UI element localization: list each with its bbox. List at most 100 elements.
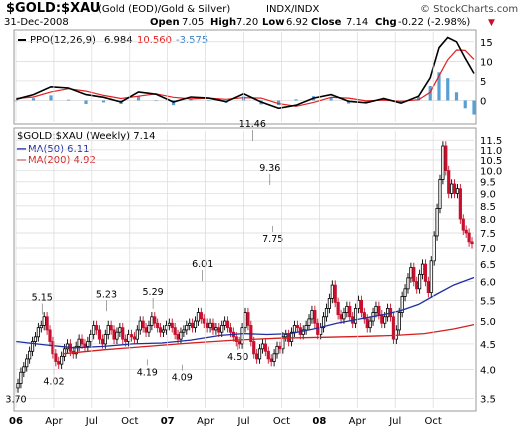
candle-body — [316, 322, 320, 335]
candle-body — [208, 322, 212, 329]
candle-body — [342, 312, 346, 320]
close-value: 7.14 — [346, 17, 368, 28]
candle-body — [435, 208, 439, 237]
annotation-label: 5.23 — [96, 289, 117, 300]
chg-label: Chg — [375, 17, 397, 28]
candle-body — [121, 327, 125, 340]
candle-body — [86, 341, 90, 347]
candle-body — [92, 325, 96, 335]
open-value: 7.05 — [182, 17, 204, 28]
candle-body — [310, 310, 314, 320]
candle-body — [377, 305, 381, 316]
price-tick-label: 7.0 — [480, 244, 496, 255]
candle-body — [386, 308, 390, 318]
candle-body — [368, 320, 372, 329]
ppo-histogram-bar — [136, 96, 141, 101]
candle-body — [455, 188, 460, 194]
candle-body — [132, 336, 137, 340]
x-tick-label: Oct — [425, 416, 442, 427]
candle-body — [380, 314, 384, 324]
candle-body — [147, 325, 151, 333]
description: (Gold (EOD)/Gold & Silver) — [98, 4, 230, 15]
candle-body — [124, 338, 128, 342]
candle-body — [112, 329, 116, 340]
ppo-histogram-bar — [84, 100, 88, 104]
candle-body — [237, 341, 241, 345]
candle-body — [272, 353, 276, 362]
candle-body — [193, 320, 198, 329]
candle-body — [348, 305, 352, 318]
candle-body — [191, 322, 195, 329]
price-tick-label: 11.0 — [480, 146, 502, 157]
price-tick-label: 9.5 — [480, 178, 496, 189]
candle-body — [97, 329, 102, 340]
candle-body — [257, 348, 262, 360]
candle-body — [429, 260, 433, 294]
candle-body — [199, 312, 203, 320]
candle-body — [260, 343, 265, 350]
candle-body — [39, 325, 43, 329]
x-tick-label: Jul — [237, 416, 250, 427]
ppo-tick-label: 15 — [480, 38, 493, 49]
ppo-histogram-bar — [472, 100, 476, 115]
candle-body — [115, 331, 119, 340]
x-tick-label: Apr — [349, 416, 367, 427]
chg-value: -0.22 (-2.98%) — [398, 17, 470, 28]
price-tick-label: 8.5 — [480, 202, 496, 213]
ppo-histogram-bar — [206, 100, 211, 102]
price-tick-label: 4.0 — [480, 366, 496, 377]
candle-body — [420, 263, 425, 275]
candle-body — [150, 316, 154, 326]
price-tick-label: 7.5 — [480, 229, 496, 240]
candle-body — [179, 331, 183, 340]
candle-body — [255, 353, 259, 360]
high-value: 7.20 — [236, 17, 258, 28]
candle-body — [362, 312, 366, 320]
symbol: $GOLD:$XAU — [6, 1, 100, 16]
candle-body — [54, 353, 58, 362]
ppo-histogram-bar — [171, 100, 176, 106]
candle-body — [458, 188, 462, 220]
ppo-histogram-bar — [49, 95, 53, 101]
candle-body — [205, 322, 209, 329]
candle-body — [211, 322, 215, 331]
candle-body — [228, 327, 233, 333]
price-tick-label: 8.0 — [480, 215, 496, 226]
candle-body — [80, 338, 84, 345]
candle-body — [409, 267, 413, 279]
ppo-tick-label: 5 — [480, 77, 486, 88]
ppo-histogram-bar — [66, 99, 71, 101]
annotation-label: 4.09 — [172, 373, 193, 384]
close-label: Close — [311, 17, 342, 28]
chg-down-icon: ▼ — [488, 18, 495, 28]
candle-body — [234, 336, 238, 342]
price-tick-label: 5.5 — [480, 296, 496, 307]
candle-body — [176, 334, 180, 340]
candle-body — [220, 325, 224, 333]
ppo-legend-value: 6.984 — [104, 35, 133, 46]
watermark: © StockCharts.com — [420, 4, 518, 15]
candle-body — [196, 312, 201, 322]
x-tick-label: Apr — [197, 416, 215, 427]
annotation-label: 7.75 — [262, 234, 283, 245]
candle-body — [25, 358, 29, 368]
ppo-histogram-bar — [154, 100, 158, 102]
price-panel-frame — [13, 127, 477, 412]
candle-body — [156, 322, 160, 329]
candle-body — [57, 361, 61, 365]
candle-body — [333, 284, 337, 303]
candle-body — [182, 329, 186, 333]
annotation-label: 11.46 — [239, 119, 266, 130]
candle-body — [415, 281, 419, 290]
candle-body — [365, 318, 369, 329]
candle-body — [319, 327, 323, 335]
candle-body — [423, 263, 428, 282]
ma50-line — [15, 276, 475, 349]
x-tick-label: 06 — [9, 416, 23, 427]
ppo-histogram-bar — [276, 100, 281, 106]
candle-body — [109, 325, 113, 331]
candle-body — [36, 327, 40, 338]
candle-body — [292, 325, 297, 333]
